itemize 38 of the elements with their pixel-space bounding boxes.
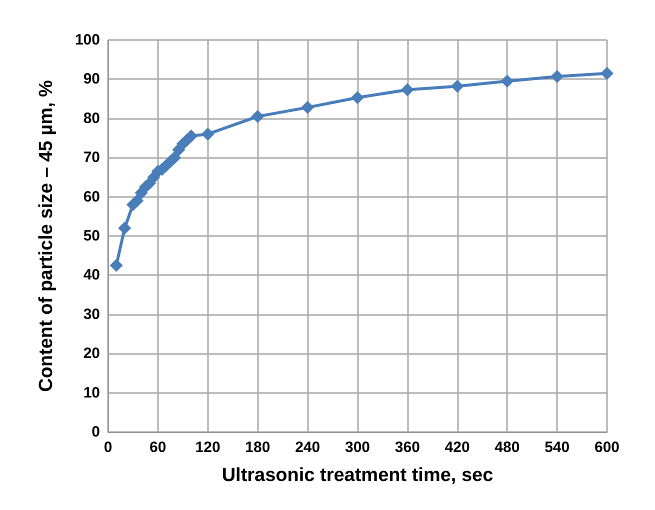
y-tick-label: 80 (83, 110, 100, 127)
point (110, 258, 123, 272)
x-tick-label: 120 (195, 439, 220, 456)
y-tick-label: 100 (74, 32, 100, 48)
point (251, 110, 264, 123)
y-tick-label: 40 (83, 266, 100, 284)
y-tick-label: 10 (83, 384, 100, 402)
point (118, 222, 132, 235)
point (550, 70, 564, 83)
point (201, 128, 214, 141)
x-tick-label: 540 (544, 439, 570, 456)
point (450, 80, 464, 93)
x-tick-label: 300 (344, 439, 370, 456)
y-tick-label: 60 (83, 188, 100, 206)
x-tick-label: 0 (104, 439, 112, 456)
point (500, 74, 514, 88)
y-tick-label: 0 (92, 424, 100, 440)
y-tick-label: 70 (83, 149, 100, 166)
y-axis-title: Content of particle size – 45 µm, % (36, 80, 57, 392)
x-tick-label: 240 (295, 439, 320, 456)
point (184, 130, 198, 143)
x-tick-label: 60 (150, 439, 166, 456)
point (351, 91, 364, 104)
y-tick-label: 90 (83, 70, 100, 88)
point (130, 194, 144, 208)
y-tick-label: 50 (83, 228, 100, 244)
point (600, 66, 614, 80)
x-tick-label: 600 (594, 439, 620, 456)
x-axis-title: Ultrasonic treatment time, sec (222, 465, 494, 486)
y-tick-label: 30 (83, 306, 100, 323)
point (301, 100, 314, 114)
point (400, 83, 414, 96)
x-tick-label: 480 (494, 439, 520, 456)
point (168, 151, 182, 164)
y-tick-label: 20 (83, 345, 100, 362)
x-tick-label: 360 (394, 439, 420, 456)
x-tick-label: 420 (444, 439, 470, 456)
x-tick-label: 180 (245, 439, 270, 456)
